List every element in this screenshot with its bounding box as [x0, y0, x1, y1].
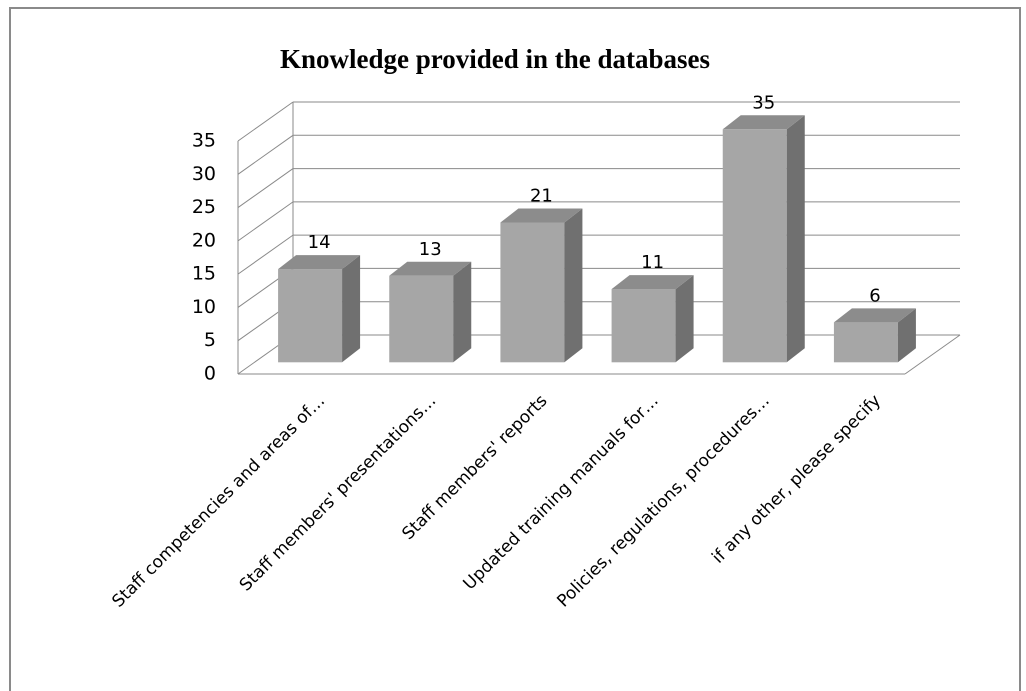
y-tick-label: 25 — [192, 196, 216, 218]
grid-line — [237, 234, 294, 275]
bar — [278, 269, 343, 363]
bar — [833, 322, 898, 363]
value-label: 21 — [530, 186, 553, 207]
bar-top — [278, 255, 361, 270]
bar-top — [500, 208, 583, 223]
bar-side — [342, 255, 361, 363]
y-tick-label: 5 — [204, 329, 216, 351]
bar — [722, 129, 787, 363]
bar-side — [897, 308, 916, 363]
bar-top — [389, 261, 472, 276]
bar-side — [564, 208, 583, 363]
bar-top — [833, 308, 916, 323]
value-label: 13 — [419, 239, 442, 260]
bar-side — [786, 115, 805, 363]
bar — [389, 275, 454, 363]
chart-title: Knowledge provided in the databases — [280, 44, 710, 74]
x-tick-label: Policies, regulations, procedures… — [553, 391, 773, 611]
chart-frame — [9, 7, 1021, 691]
x-tick-label: Staff competencies and areas of… — [108, 391, 329, 612]
value-label: 35 — [752, 92, 775, 113]
bar — [500, 222, 565, 363]
bar-side — [675, 275, 694, 363]
value-label: 11 — [641, 252, 664, 273]
value-label: 6 — [869, 285, 880, 306]
bar-top — [611, 275, 694, 290]
y-tick-label: 0 — [204, 363, 216, 385]
x-tick-label: Updated training manuals for… — [459, 391, 662, 594]
grid-line — [237, 168, 294, 208]
y-tick-label: 15 — [192, 263, 216, 285]
grid-line — [237, 101, 294, 142]
bar-top — [722, 115, 805, 130]
x-tick-label: Staff members' presentations… — [236, 391, 440, 595]
grid-line — [237, 134, 294, 175]
grid-line — [237, 201, 294, 242]
bar — [611, 289, 676, 363]
y-tick-label: 35 — [192, 130, 216, 152]
bar-side — [453, 261, 472, 363]
y-tick-label: 30 — [192, 163, 216, 185]
y-tick-label: 10 — [192, 296, 216, 318]
floor-edge — [904, 334, 961, 375]
y-tick-label: 20 — [192, 229, 216, 251]
value-label: 14 — [308, 232, 331, 253]
